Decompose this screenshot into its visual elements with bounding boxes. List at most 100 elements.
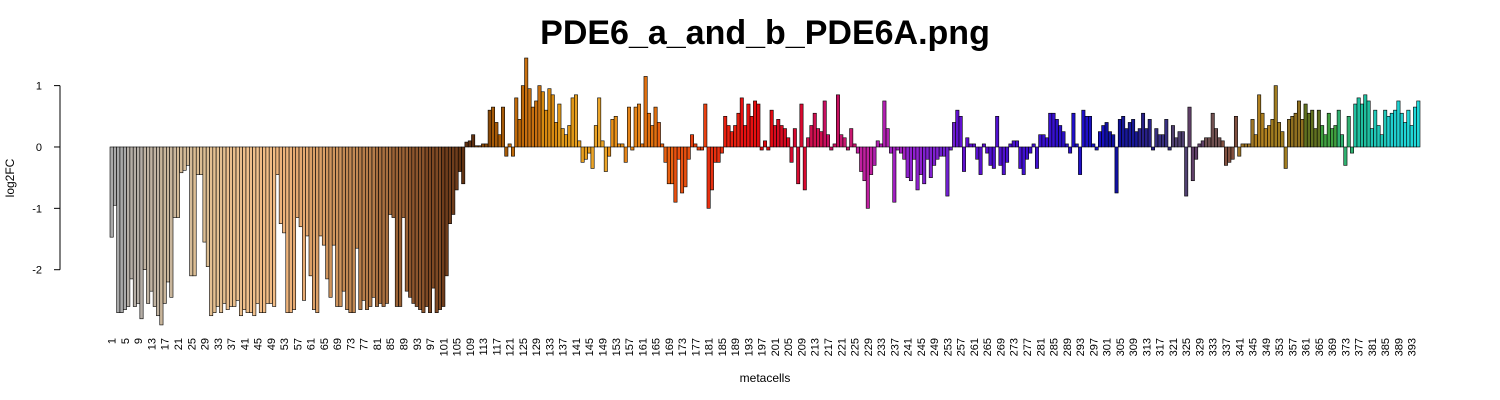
bar [935,146,940,160]
bar [700,146,704,151]
bar [829,146,834,151]
bar [491,106,496,148]
bar [836,94,840,148]
bar [358,146,363,310]
bar [1346,115,1351,148]
bar [1157,134,1162,148]
x-tick-label: 329 [1194,338,1206,356]
bar [245,146,250,313]
bar [978,146,983,175]
chart-title: PDE6_a_and_b_PDE6A.png [540,14,990,52]
bar [1137,128,1142,148]
bar [942,146,947,157]
x-tick-label: 353 [1274,338,1286,356]
bar [597,97,602,148]
bar [1054,119,1059,148]
x-tick-label: 229 [863,338,875,356]
x-tick-label: 21 [173,338,185,350]
bar [650,125,655,148]
bar [574,94,578,148]
x-tick-label: 385 [1380,338,1392,356]
bar [1399,112,1404,148]
bar [1224,146,1228,166]
bar [265,146,270,304]
bar [467,140,472,148]
bar [1098,131,1102,148]
bar [438,146,442,310]
bar [331,146,336,246]
bar [189,146,194,277]
bar [975,146,980,160]
bar [1111,134,1116,148]
x-tick-label: 217 [823,338,835,356]
y-tick-label: -2 [32,265,42,277]
y-tick-label: 0 [36,142,42,154]
bar [583,146,588,160]
bar [845,146,850,151]
bar [172,146,177,218]
x-tick-label: 309 [1128,338,1140,356]
bar [928,146,933,178]
bar [670,146,675,185]
bar [235,146,240,301]
bar [892,146,897,203]
bar [1336,109,1341,148]
x-tick-label: 129 [531,338,543,356]
x-tick-label: 117 [491,338,503,356]
bar [424,146,429,307]
bar [1187,106,1192,148]
bar [686,146,691,160]
bar [995,115,1000,148]
bar [1078,146,1083,175]
bar [136,146,141,304]
bar [474,145,479,148]
bar [1018,146,1023,169]
x-tick-label: 233 [876,338,888,356]
x-tick-label: 241 [903,338,915,356]
bar [179,146,184,174]
bar [517,119,522,148]
bar [1253,134,1258,148]
x-tick-label: 357 [1287,338,1299,356]
bar [1383,109,1388,148]
bar [1174,137,1179,148]
x-tick-label: 221 [836,338,848,356]
bar [268,146,273,304]
bar [1068,146,1073,154]
bar [766,146,771,151]
x-tick-label: 29 [200,338,212,350]
bar [676,146,681,160]
bar [965,137,970,148]
bar [1084,115,1089,148]
x-tick-label: 301 [1102,338,1114,356]
bar [623,146,628,163]
bar [1413,106,1417,148]
bar [487,109,492,148]
x-tick-label: 361 [1301,338,1313,356]
x-tick-label: 201 [770,338,782,356]
bar [603,146,608,172]
bar [185,146,190,166]
bar [222,146,227,304]
bar [504,146,509,157]
x-tick-label: 265 [982,338,994,356]
bar [786,137,791,148]
bar [122,146,127,310]
x-tick-label: 273 [1009,338,1021,356]
bar [550,94,555,148]
x-tick-label: 185 [717,338,729,356]
x-tick-label: 317 [1155,338,1167,356]
bar [477,145,482,148]
bar [617,143,622,148]
x-tick-label: 305 [1115,338,1127,356]
bar [600,140,605,148]
bar [1300,119,1305,148]
x-tick-label: 225 [850,338,862,356]
bar [723,115,728,148]
bar [318,146,323,237]
bar [872,146,877,166]
bar [471,134,476,148]
x-tick-label: 349 [1261,338,1273,356]
bar [1360,103,1364,148]
bar [772,125,777,148]
